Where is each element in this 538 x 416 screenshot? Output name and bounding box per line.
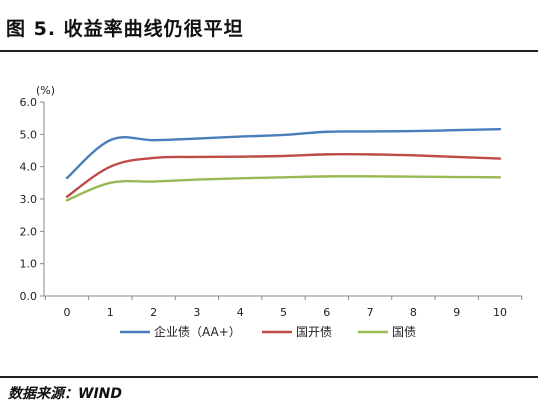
x-tick-label: 7 <box>367 306 374 319</box>
y-tick-label: 6.0 <box>20 96 38 109</box>
y-tick-label: 0.0 <box>20 290 38 303</box>
series-line-1 <box>65 127 502 180</box>
series-line-3 <box>65 175 502 202</box>
legend-label-1: 企业债（AA+） <box>154 324 241 339</box>
legend-label-3: 国债 <box>392 325 416 339</box>
x-tick-label: 0 <box>64 306 71 319</box>
y-tick-label: 5.0 <box>20 128 38 141</box>
chart-axes: 0.0 1.0 2.0 3.0 4.0 5.0 6.0 0 1 2 3 4 5 6 7 8 9 10 <box>20 96 523 319</box>
y-axis-unit-label: (%) <box>36 84 55 97</box>
x-tick-label: 3 <box>193 306 200 319</box>
title-divider <box>0 50 538 52</box>
source-divider <box>0 376 538 378</box>
x-tick-label: 4 <box>237 306 244 319</box>
y-tick-label: 3.0 <box>20 193 38 206</box>
series-layer <box>65 127 502 202</box>
y-tick-label: 2.0 <box>20 225 38 238</box>
chart-container: (%) 0.0 1.0 2.0 3.0 4.0 5.0 6.0 0 1 2 3 4 5 6 7 8 9 10 企业… <box>0 56 538 376</box>
x-tick-label: 9 <box>453 306 460 319</box>
y-tick-label: 4.0 <box>20 161 38 174</box>
data-source: 数据来源：WIND <box>8 386 122 402</box>
chart-title: 图 5. 收益率曲线仍很平坦 <box>6 18 244 40</box>
x-tick-label: 8 <box>410 306 417 319</box>
series-line-2 <box>65 153 502 198</box>
x-tick-label: 1 <box>107 306 114 319</box>
chart-legend: 企业债（AA+） 国开债 国债 <box>120 324 416 339</box>
y-tick-label: 1.0 <box>20 258 38 271</box>
legend-label-2: 国开债 <box>296 325 332 339</box>
x-tick-label: 5 <box>280 306 287 319</box>
x-tick-label: 6 <box>323 306 330 319</box>
x-tick-label: 10 <box>493 306 507 319</box>
line-chart: (%) 0.0 1.0 2.0 3.0 4.0 5.0 6.0 0 1 2 3 4 5 6 7 8 9 10 企业… <box>20 84 523 339</box>
x-tick-label: 2 <box>150 306 157 319</box>
